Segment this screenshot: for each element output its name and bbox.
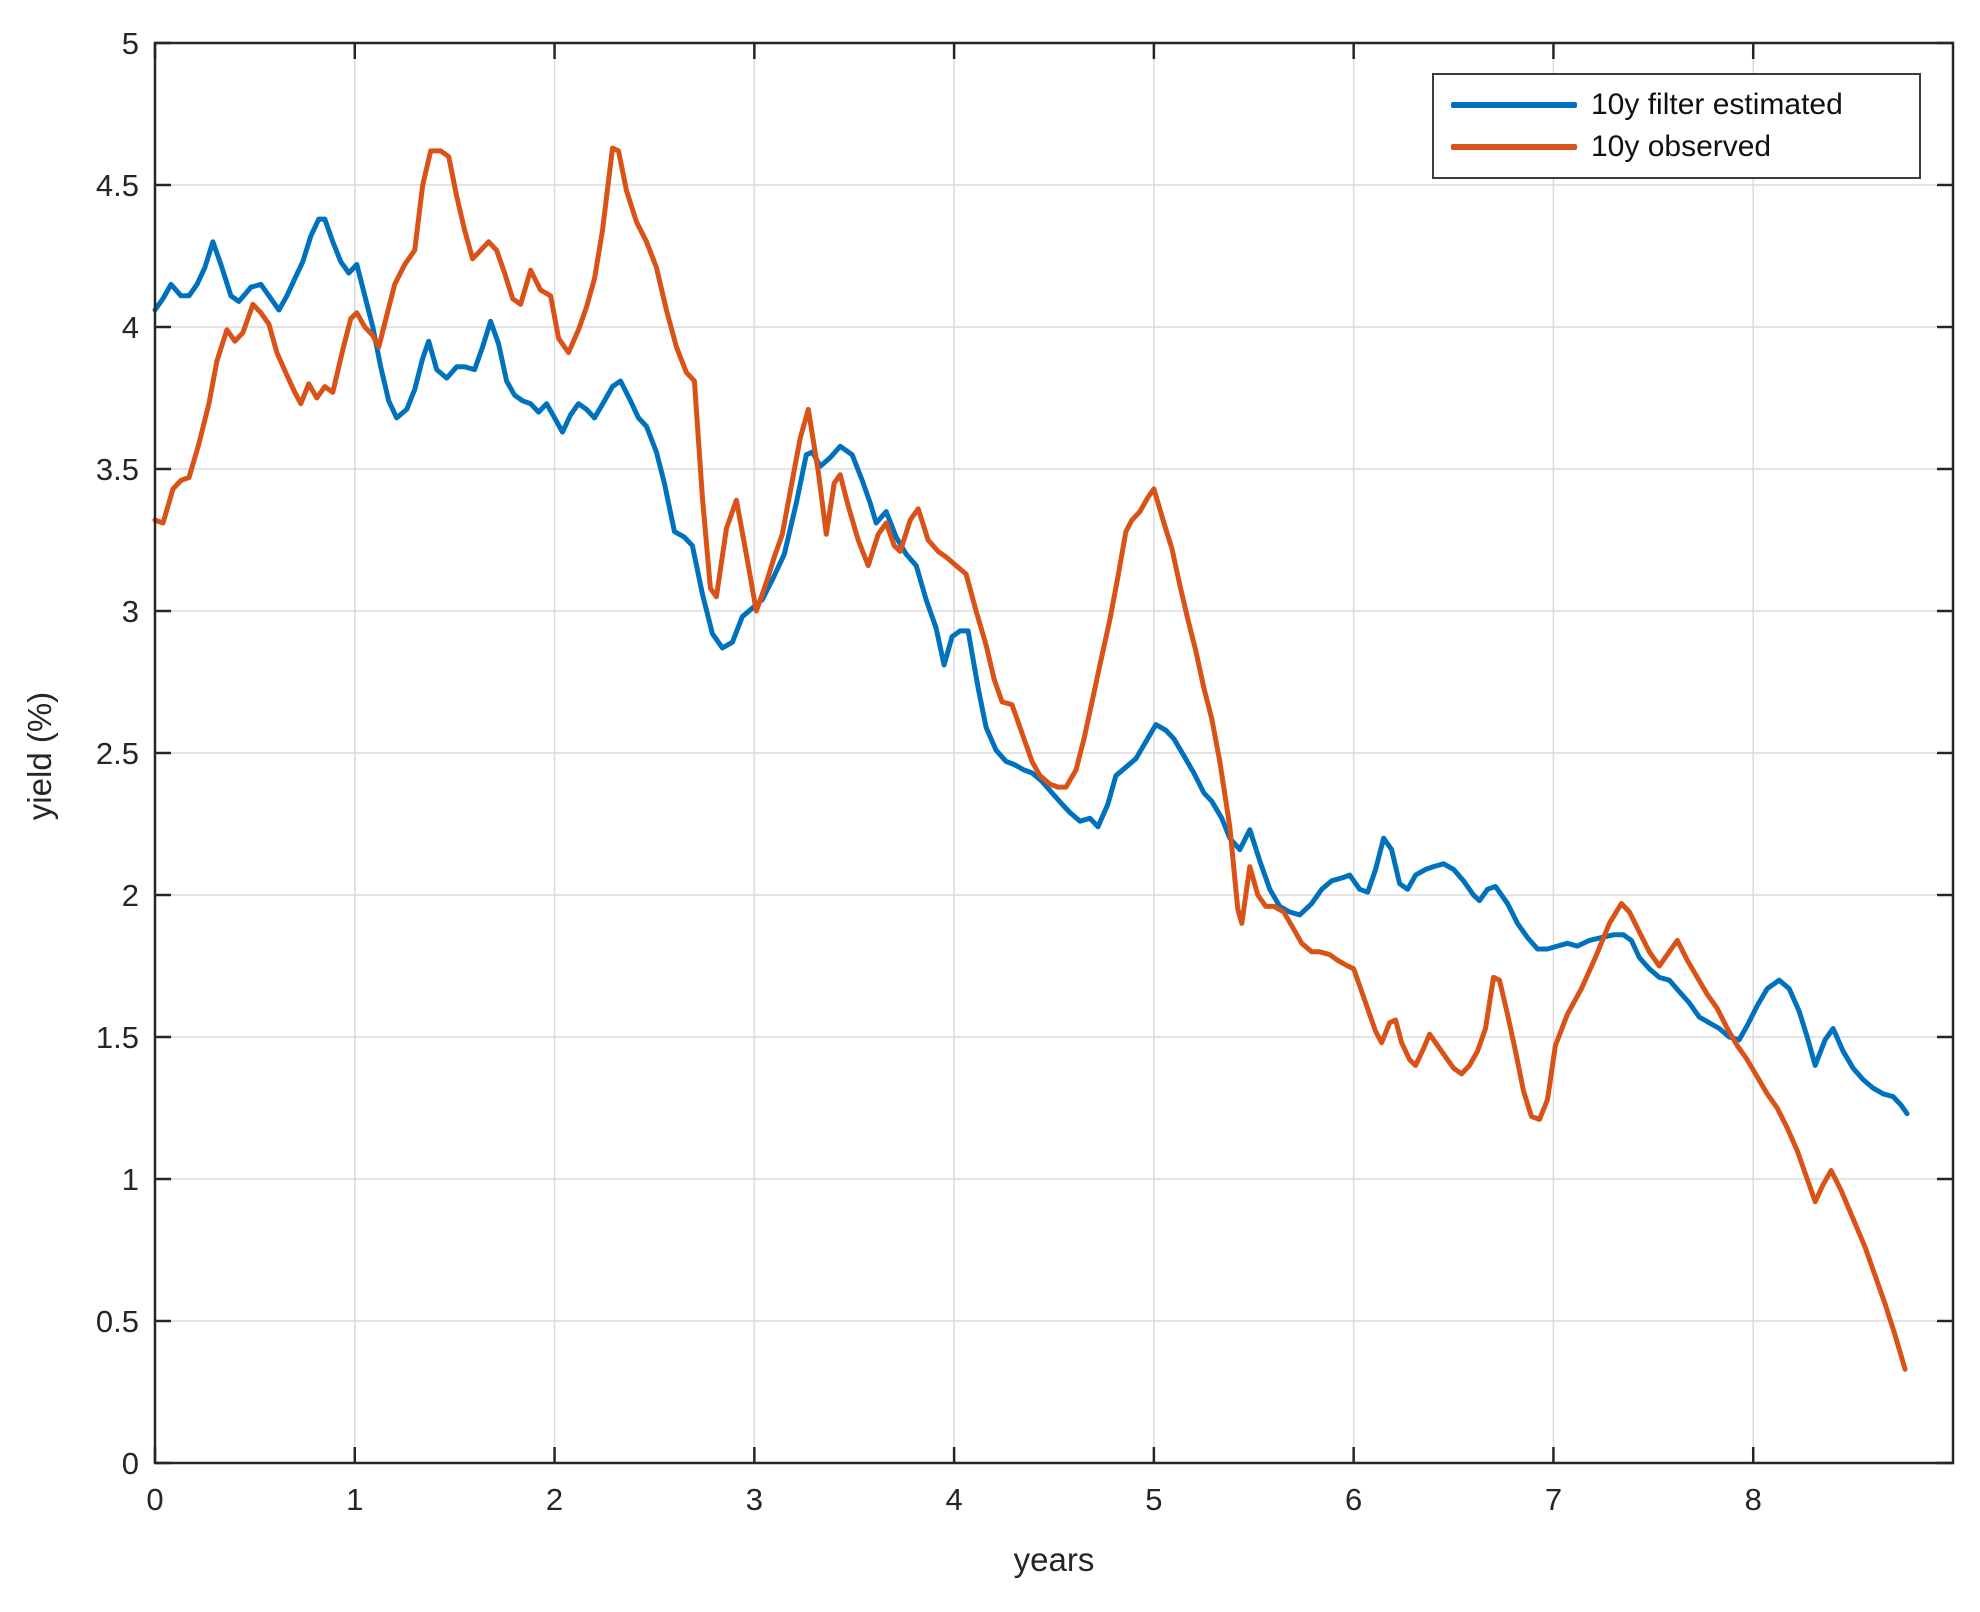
y-tick-label: 5 <box>122 26 139 61</box>
legend-entry-observed: 10y observed <box>1434 130 1919 164</box>
y-axis-label: yield (%) <box>21 691 58 821</box>
x-tick-label: 2 <box>546 1482 563 1517</box>
y-tick-label: 3 <box>122 594 139 629</box>
series-line-filter-estimated <box>152 216 1910 1117</box>
y-tick-label: 4.5 <box>96 168 139 203</box>
x-tick-label: 4 <box>945 1482 962 1517</box>
legend-entry-filter-estimated: 10y filter estimated <box>1434 88 1919 122</box>
y-tick-label: 0.5 <box>96 1304 139 1339</box>
y-tick-label: 1 <box>122 1162 139 1197</box>
x-tick-label: 8 <box>1745 1482 1762 1517</box>
y-tick-label: 2 <box>122 878 139 913</box>
y-tick-label: 2.5 <box>96 736 139 771</box>
x-tick-label: 3 <box>746 1482 763 1517</box>
y-tick-label: 0 <box>122 1446 139 1481</box>
legend-label: 10y filter estimated <box>1591 87 1843 121</box>
tick-labels: 0 1 2 3 4 5 6 7 8 0 0.5 1 1.5 2 2.5 3 3.5 4 4.5 5 <box>96 26 1762 1517</box>
x-tick-label: 7 <box>1545 1482 1562 1517</box>
grid-lines <box>155 43 1953 1463</box>
x-tick-label: 5 <box>1145 1482 1162 1517</box>
blue-line-swatch-icon <box>1451 101 1577 108</box>
x-tick-label: 6 <box>1345 1482 1362 1517</box>
x-tick-label: 1 <box>346 1482 363 1517</box>
data-series <box>152 145 1910 1372</box>
series-line-observed <box>152 145 1908 1372</box>
legend: 10y filter estimated 10y observed <box>1432 73 1921 179</box>
y-tick-label: 4 <box>122 310 139 345</box>
plot-border-box <box>153 41 1955 1465</box>
y-tick-label: 3.5 <box>96 452 139 487</box>
x-axis-label: years <box>1013 1541 1095 1578</box>
orange-line-swatch-icon <box>1451 144 1577 151</box>
x-tick-label: 0 <box>146 1482 163 1517</box>
y-tick-label: 1.5 <box>96 1020 139 1055</box>
legend-label: 10y observed <box>1591 130 1772 164</box>
